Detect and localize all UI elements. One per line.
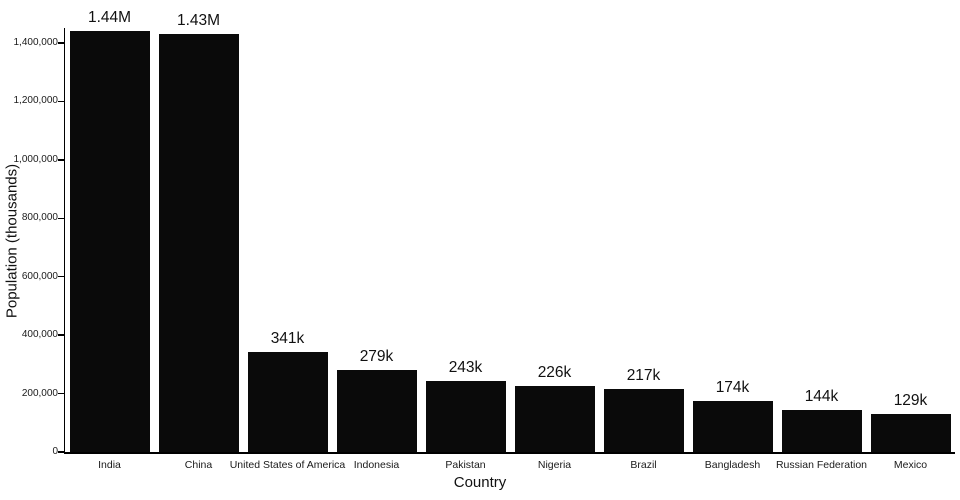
x-tick-label: Brazil: [630, 459, 657, 471]
x-tick-label: Nigeria: [537, 459, 572, 471]
y-tick-label: 1,400,000: [13, 37, 59, 48]
bar-value-label: 217k: [626, 366, 661, 384]
bar-mexico: [870, 414, 951, 452]
y-tick-label: 600,000: [21, 270, 58, 282]
y-tick-label: 400,000: [21, 329, 58, 341]
bar-value-label: 1.43M: [176, 12, 221, 30]
bar-value-label: 129k: [893, 392, 928, 410]
bar-value-label: 341k: [270, 330, 305, 348]
x-tick-label: Mexico: [893, 459, 928, 471]
bar-united-states-of-america: [247, 352, 328, 452]
y-tick-label: 1,000,000: [13, 153, 59, 165]
y-tick-label: 0: [52, 446, 58, 457]
x-axis-line: [63, 452, 955, 454]
y-axis-line: [63, 28, 65, 454]
y-tick-mark: [58, 392, 64, 395]
y-tick-mark: [58, 217, 64, 220]
bar-bangladesh: [692, 401, 773, 452]
bar-pakistan: [425, 381, 506, 452]
x-tick-label: United States of America: [229, 459, 346, 471]
x-tick-label: Indonesia: [353, 459, 400, 471]
bar-value-label: 279k: [359, 348, 394, 366]
x-tick-label: Russian Federation: [775, 459, 868, 471]
bar-value-label: 144k: [804, 387, 839, 405]
x-tick-label: China: [184, 459, 213, 471]
bar-india: [69, 31, 150, 452]
x-tick-label: Pakistan: [445, 459, 486, 471]
y-tick-mark: [58, 334, 64, 336]
bar-russian-federation: [781, 409, 862, 452]
bar-nigeria: [514, 385, 595, 452]
y-tick-mark: [58, 42, 64, 44]
y-tick-mark: [58, 451, 64, 453]
y-tick-label: 800,000: [21, 212, 58, 224]
y-tick-label: 1,200,000: [13, 95, 59, 107]
bar-value-label: 243k: [448, 359, 483, 376]
y-tick-mark: [58, 159, 64, 161]
bar-indonesia: [336, 370, 417, 452]
bar-value-label: 226k: [537, 363, 572, 381]
y-tick-mark: [58, 275, 64, 278]
bar-brazil: [603, 388, 684, 452]
bar-china: [158, 34, 239, 452]
x-axis-title: Country: [453, 474, 507, 491]
x-tick-label: Bangladesh: [704, 459, 761, 471]
y-axis-title: Population (thousands): [3, 163, 21, 319]
y-tick-label: 200,000: [21, 387, 58, 399]
x-tick-label: India: [98, 459, 121, 471]
bar-value-label: 174k: [715, 379, 750, 397]
y-tick-mark: [58, 100, 64, 103]
bar-value-label: 1.44M: [87, 9, 132, 27]
